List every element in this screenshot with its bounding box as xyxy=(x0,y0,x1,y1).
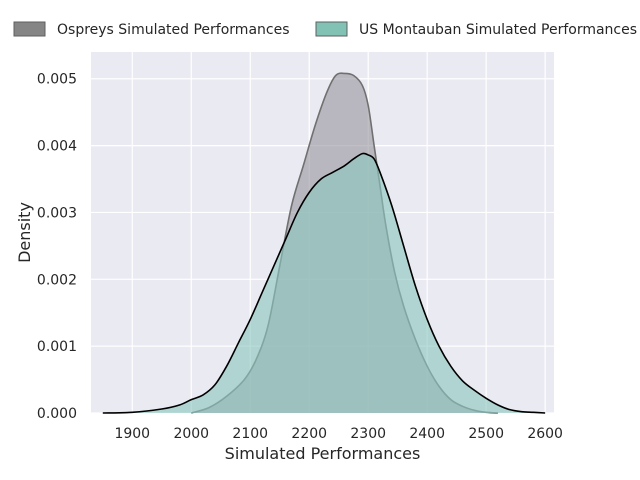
y-axis: 0.000 0.001 0.002 0.003 0.004 0.005 xyxy=(37,72,77,422)
x-tick-label: 2400 xyxy=(409,426,445,442)
x-tick-label: 2600 xyxy=(527,426,563,442)
y-tick-label: 0.005 xyxy=(37,72,77,88)
x-tick-label: 2000 xyxy=(173,426,209,442)
legend: Ospreys Simulated Performances US Montaub… xyxy=(13,21,637,38)
legend-swatch-1 xyxy=(13,21,46,37)
x-axis-title: Simulated Performances xyxy=(225,444,421,463)
y-tick-label: 0.003 xyxy=(37,205,77,221)
y-tick-label: 0.001 xyxy=(37,339,77,355)
x-tick-label: 2300 xyxy=(350,426,386,442)
legend-label-2: US Montauban Simulated Performances xyxy=(359,22,637,38)
series-2-line xyxy=(102,152,546,414)
x-tick-label: 1900 xyxy=(114,426,150,442)
x-axis: 1900 2000 2100 2200 2300 2400 2500 2600 xyxy=(114,426,563,442)
legend-swatch-2 xyxy=(315,21,348,37)
x-tick-label: 2500 xyxy=(468,426,504,442)
y-tick-label: 0.004 xyxy=(37,139,77,155)
series-layer xyxy=(102,72,546,414)
x-tick-label: 2100 xyxy=(232,426,268,442)
y-tick-label: 0.002 xyxy=(37,272,77,288)
y-tick-label: 0.000 xyxy=(37,406,77,422)
x-tick-label: 2200 xyxy=(291,426,327,442)
legend-label-1: Ospreys Simulated Performances xyxy=(57,22,290,38)
y-axis-title: Density xyxy=(15,202,34,263)
series-2-area xyxy=(102,153,546,414)
